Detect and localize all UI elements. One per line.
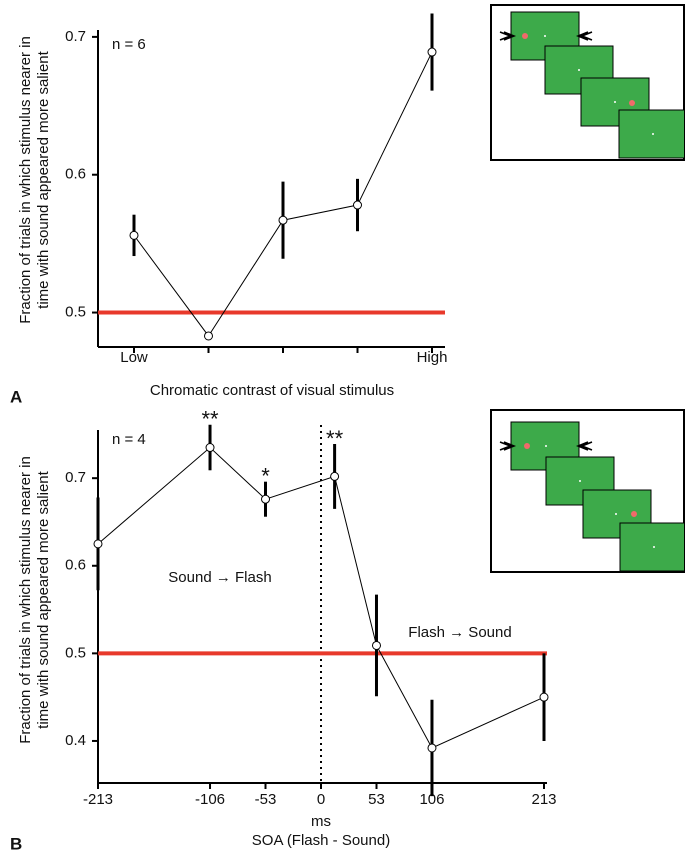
x-axis-label: SOA (Flash - Sound) — [252, 832, 390, 849]
x-axis-label: Chromatic contrast of visual stimulus — [150, 382, 394, 399]
x-tick-label: Low — [120, 349, 148, 366]
y-axis-label: Fraction of trials in which stimulus nea… — [17, 456, 34, 744]
panel-label: A — [10, 387, 22, 406]
data-point — [262, 495, 270, 503]
data-point — [94, 540, 102, 548]
y-tick-label: 0.5 — [65, 304, 86, 321]
inset-diagram — [491, 5, 685, 160]
figure: 0.5 0.6 0.7 Low High Fraction of trials in wh… — [0, 0, 685, 854]
annotation: Flash → Sound — [408, 624, 511, 641]
annotation: n = 4 — [112, 431, 146, 448]
significance-label: * — [261, 463, 270, 488]
x-tick-label: -106 — [195, 791, 225, 808]
x-tick-label: 0 — [317, 791, 325, 808]
x-tick-label: High — [417, 349, 448, 366]
inset-diagram — [491, 410, 685, 572]
x-tick-label: -213 — [83, 791, 113, 808]
data-point — [428, 744, 436, 752]
y-tick-label: 0.7 — [65, 469, 86, 486]
data-point — [206, 444, 214, 452]
significance-label: ** — [201, 407, 219, 432]
annotation: n = 6 — [112, 36, 146, 53]
y-tick-label: 0.5 — [65, 644, 86, 661]
data-point — [540, 693, 548, 701]
data-point — [331, 472, 339, 480]
y-axis-label: time with sound appeared more salient — [35, 50, 52, 308]
y-axis-label: time with sound appeared more salient — [35, 470, 52, 728]
x-tick-label: 53 — [368, 791, 385, 808]
data-point — [428, 48, 436, 56]
y-tick-label: 0.4 — [65, 732, 86, 749]
data-point — [130, 231, 138, 239]
x-axis-label: ms — [311, 813, 331, 830]
annotation: Sound → Flash — [168, 569, 271, 586]
y-axis-label: Fraction of trials in which stimulus nea… — [17, 36, 34, 324]
y-tick-label: 0.6 — [65, 166, 86, 183]
data-point — [372, 641, 380, 649]
data-point — [279, 216, 287, 224]
x-tick-label: 213 — [531, 791, 556, 808]
data-point — [205, 332, 213, 340]
panel-label: B — [10, 834, 22, 853]
y-tick-label: 0.7 — [65, 28, 86, 45]
y-tick-label: 0.6 — [65, 557, 86, 574]
x-tick-label: -53 — [255, 791, 277, 808]
data-point — [354, 201, 362, 209]
significance-label: ** — [326, 426, 344, 451]
